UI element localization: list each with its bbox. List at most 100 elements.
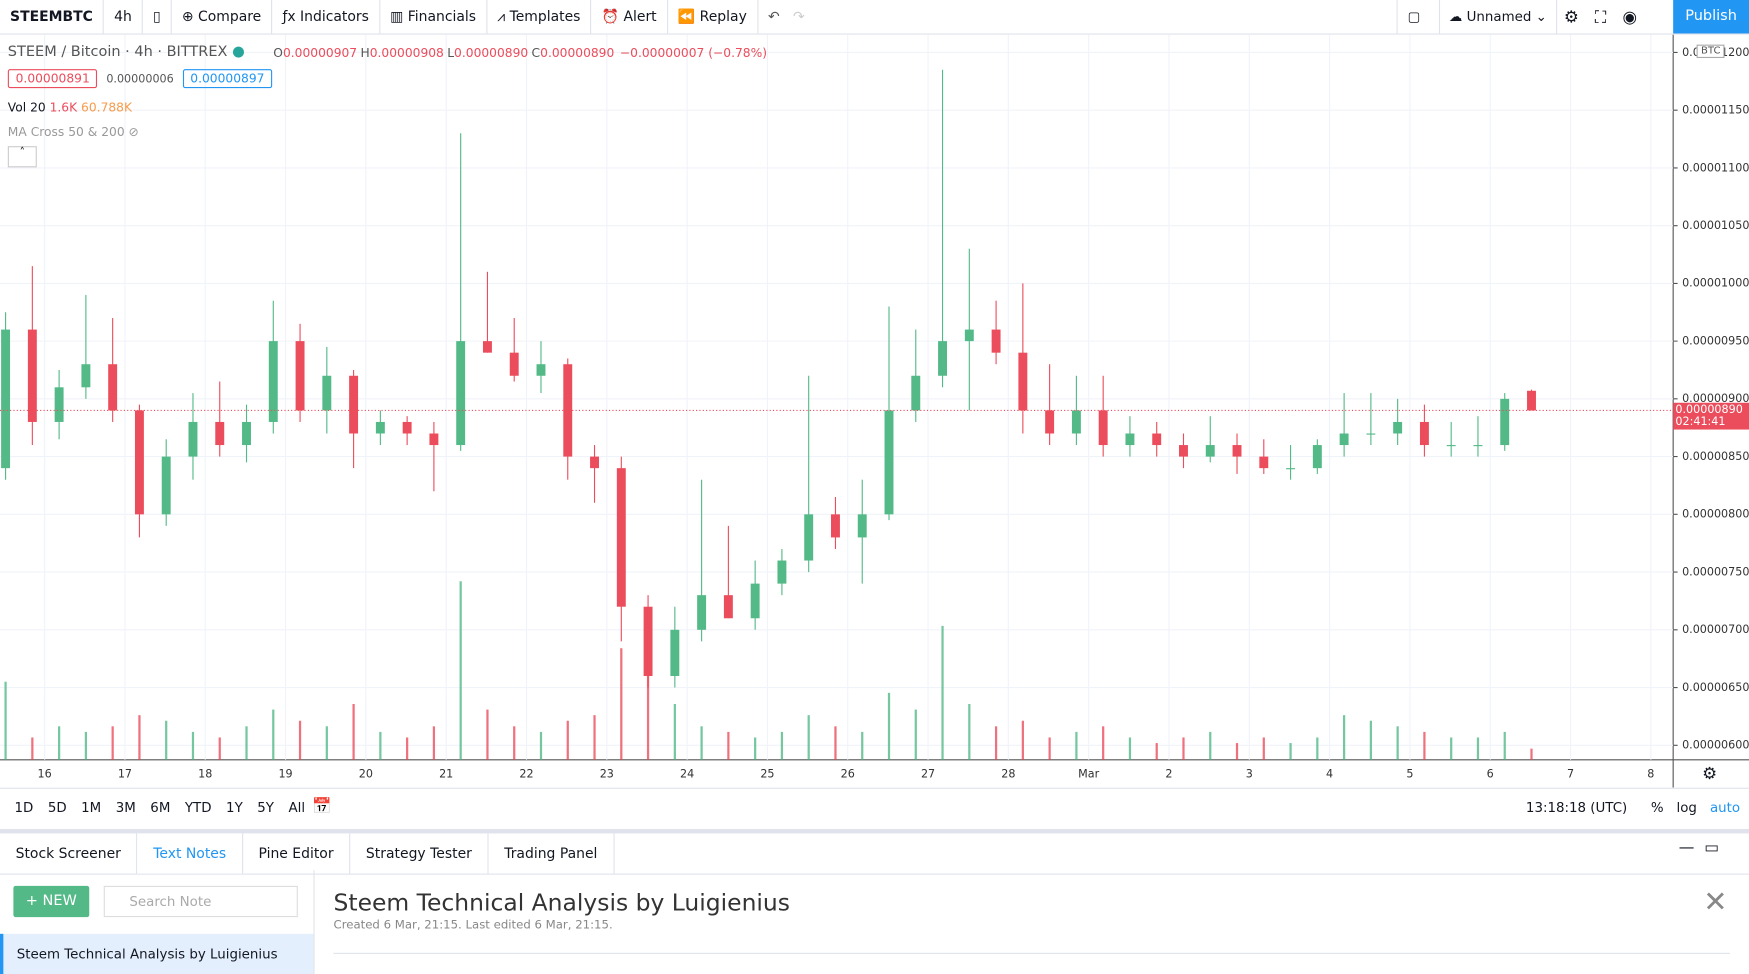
range[interactable]: 1M xyxy=(81,799,102,816)
range[interactable]: 1Y xyxy=(226,799,243,816)
tab[interactable]: Trading Panel xyxy=(489,833,615,874)
chart-style[interactable]: ▯ xyxy=(143,0,172,34)
candle-body xyxy=(1232,445,1242,457)
volume-bar xyxy=(4,681,7,760)
new-note[interactable]: + NEW xyxy=(13,885,90,918)
y-tick-label: 0.00000750 xyxy=(1682,565,1749,578)
panel-controls[interactable]: — ▭ xyxy=(1678,838,1720,857)
publish[interactable]: Publish xyxy=(1673,0,1749,34)
range[interactable]: 1D xyxy=(14,799,34,816)
spread: 0.00000006 xyxy=(106,73,174,86)
volume-bar xyxy=(513,726,516,760)
ohlc-value: 0.00000907 xyxy=(282,45,358,61)
candle-body xyxy=(590,456,599,469)
financials[interactable]: ▥ Financials xyxy=(380,0,488,34)
candle-body xyxy=(322,375,332,411)
x-tick-label: 18 xyxy=(198,768,212,781)
candle-body xyxy=(938,341,948,376)
volume-bar xyxy=(165,720,168,760)
volume-bar xyxy=(754,737,757,760)
tab[interactable]: Text Notes xyxy=(137,833,243,874)
note-title: Steem Technical Analysis by Luigienius xyxy=(333,889,790,916)
x-tick-label: 19 xyxy=(278,768,292,781)
volume-bar xyxy=(352,704,355,760)
volume-bar xyxy=(1369,720,1372,760)
volume-bar xyxy=(111,726,114,760)
indicators[interactable]: ƒx Indicators xyxy=(272,0,381,34)
x-tick-label: 20 xyxy=(359,768,373,781)
log[interactable]: log xyxy=(1676,799,1697,816)
volume-bar xyxy=(727,731,730,760)
x-tick-label: Mar xyxy=(1078,768,1099,781)
volume-bar xyxy=(1450,737,1453,760)
tab[interactable]: Stock Screener xyxy=(0,833,138,874)
y-tick-label: 0.00000700 xyxy=(1682,623,1749,636)
templates[interactable]: ⩘ Templates xyxy=(487,0,592,34)
layout-box[interactable]: ▢ xyxy=(1396,0,1431,34)
range[interactable]: All xyxy=(288,799,306,816)
axis-settings[interactable]: ⚙ xyxy=(1702,763,1718,784)
label: Replay xyxy=(699,7,747,25)
quote-boxes: 0.00000891 0.00000006 0.00000897 xyxy=(7,69,273,89)
ohlc-value: 0.00000908 xyxy=(369,45,444,61)
range[interactable]: 6M xyxy=(150,799,171,816)
candle-body xyxy=(1,329,11,469)
candle-body xyxy=(804,514,814,561)
candle-body xyxy=(1071,410,1081,434)
interval[interactable]: 4h xyxy=(104,0,143,34)
range[interactable]: 5D xyxy=(47,799,67,816)
pct[interactable]: % xyxy=(1650,799,1664,816)
note-item[interactable]: Steem Technical Analysis by Luigienius xyxy=(0,933,314,974)
undo[interactable]: ↶ ↷ xyxy=(768,7,805,25)
volume-bar xyxy=(406,737,409,760)
ma-legend: MA Cross 50 & 200 ⊘ xyxy=(7,124,139,140)
toolbar: STEEMBTC 4h ▯ ⊕ Compare ƒx Indicators ▥ … xyxy=(0,0,1749,35)
volume-bar xyxy=(914,709,917,760)
alert[interactable]: ⏰ Alert xyxy=(592,0,668,34)
candle-body xyxy=(1473,445,1483,447)
volume-bar xyxy=(432,726,436,760)
volume-bar xyxy=(834,726,837,760)
candle-body xyxy=(616,468,626,607)
volume-bar xyxy=(807,715,810,760)
search-note[interactable]: Search Note xyxy=(103,885,298,918)
tab[interactable]: Pine Editor xyxy=(243,833,351,874)
range[interactable]: YTD xyxy=(184,799,212,816)
collapse[interactable]: ˄ xyxy=(7,146,37,168)
volume-bar xyxy=(245,726,248,760)
change: −0.00000007 (−0.78%) xyxy=(619,45,768,61)
volume-bar xyxy=(1423,731,1426,760)
close-note[interactable]: ✕ xyxy=(1703,885,1728,920)
candle-body xyxy=(857,514,867,538)
note-list xyxy=(0,870,315,974)
candle-body xyxy=(242,421,251,446)
y-tick-label: 0.00001150 xyxy=(1682,104,1749,117)
candle-body xyxy=(643,606,653,676)
candle-body xyxy=(697,595,707,630)
volume-bar xyxy=(486,709,489,760)
candle-body xyxy=(161,456,171,515)
range[interactable]: 3M xyxy=(115,799,136,816)
settings[interactable]: ⚙ ⛶ ◉ xyxy=(1563,6,1638,27)
volume-bar xyxy=(379,731,382,760)
currency: BTC xyxy=(1696,44,1725,59)
label: NEW xyxy=(42,892,77,910)
volume-bar xyxy=(968,704,971,760)
volume-bar xyxy=(1182,737,1185,760)
candle-body xyxy=(1393,421,1403,434)
candle-body xyxy=(1419,421,1429,446)
layout-name[interactable]: ☁ Unnamed ⌄ xyxy=(1438,0,1557,34)
tab[interactable]: Strategy Tester xyxy=(350,833,489,874)
compare[interactable]: ⊕ Compare xyxy=(172,0,273,34)
symbol[interactable]: STEEMBTC xyxy=(0,0,105,34)
volume-bar xyxy=(887,692,891,760)
auto[interactable]: auto xyxy=(1709,799,1741,816)
volume-bar xyxy=(459,581,462,760)
x-tick-label: 5 xyxy=(1406,768,1413,781)
replay[interactable]: ⏪ Replay xyxy=(668,0,758,34)
date-range[interactable]: 📅 xyxy=(312,797,332,816)
range[interactable]: 5Y xyxy=(257,799,274,816)
candle-body xyxy=(482,341,492,353)
candle-body xyxy=(375,421,385,434)
candle-body xyxy=(188,421,198,457)
